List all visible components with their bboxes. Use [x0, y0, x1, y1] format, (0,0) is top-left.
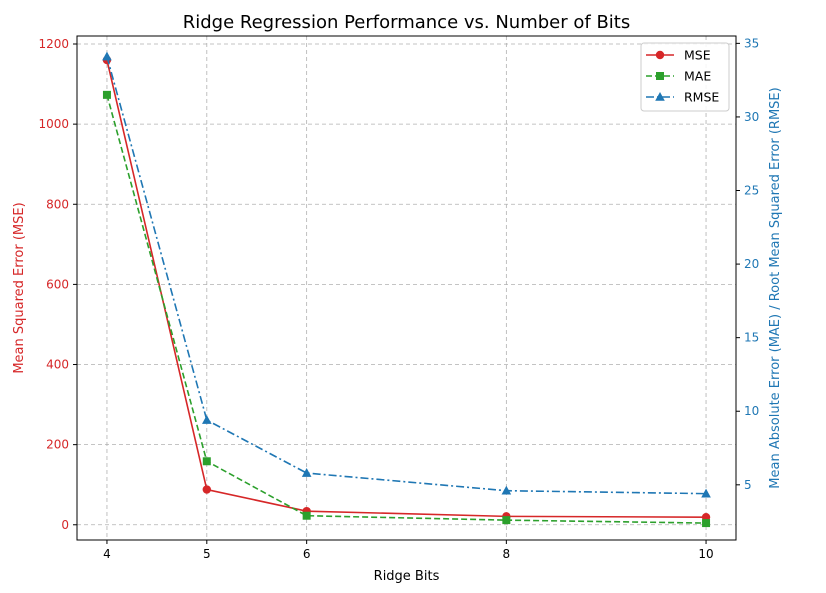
y-left-tick-label: 1000: [38, 117, 69, 131]
data-point-mae: [302, 511, 311, 520]
grid: [77, 36, 736, 540]
y-left-tick-label: 0: [61, 518, 69, 532]
data-point-mae: [202, 457, 211, 466]
series-rmse: [102, 51, 711, 498]
data-point-rmse: [501, 485, 512, 495]
legend-label: RMSE: [684, 90, 719, 105]
legend-label: MSE: [684, 48, 711, 63]
legend-marker: [655, 92, 665, 101]
y-axis-right-label: Mean Absolute Error (MAE) / Root Mean Sq…: [768, 87, 783, 488]
y-left-tick-label: 800: [46, 197, 69, 211]
y-right-tick-label: 20: [744, 257, 759, 271]
plot-frame: [76, 35, 737, 541]
y-right-tick-label: 5: [744, 478, 752, 492]
legend: MSE MAE RMSE: [640, 42, 730, 112]
series-line-rmse: [106, 56, 707, 495]
legend-box: [640, 42, 730, 112]
legend-marker: [655, 50, 665, 60]
x-tick-label: 5: [203, 547, 211, 561]
data-point-mse: [202, 485, 212, 494]
y-left-tick-label: 400: [46, 358, 69, 372]
y-right-tick-label: 15: [744, 331, 759, 345]
data-point-rmse: [102, 51, 112, 61]
data-point-mae: [702, 519, 711, 528]
legend-label: MAE: [684, 69, 711, 84]
legend-item-mae: MAE: [646, 69, 711, 84]
y-axis-left: 0 200 400 600 800 1000 1200: [38, 37, 77, 532]
series-mse: [102, 55, 711, 522]
legend-item-rmse: RMSE: [646, 90, 719, 105]
x-axis: 4 5 6 8 10: [103, 540, 714, 561]
y-right-tick-label: 30: [744, 110, 759, 124]
series-mae: [102, 90, 711, 528]
y-left-tick-label: 1200: [38, 37, 69, 51]
y-left-tick-label: 200: [46, 438, 69, 452]
y-axis-right: 5 10 15 20 25 30 35: [736, 36, 759, 492]
legend-marker: [656, 72, 664, 80]
y-right-tick-label: 35: [744, 36, 759, 50]
chart-title: Ridge Regression Performance vs. Number …: [183, 12, 630, 33]
x-axis-label: Ridge Bits: [374, 569, 440, 584]
y-left-tick-label: 600: [46, 277, 69, 291]
x-tick-label: 6: [303, 547, 311, 561]
data-point-mae: [502, 516, 511, 525]
data-point-rmse: [202, 415, 212, 424]
y-right-tick-label: 10: [744, 404, 759, 418]
data-point-rmse: [301, 468, 312, 477]
y-right-tick-label: 25: [744, 184, 759, 198]
data-point-rmse: [701, 488, 711, 498]
series-line-mse: [106, 59, 707, 518]
data-point-mae: [102, 90, 111, 99]
x-tick-label: 10: [698, 547, 713, 561]
series-layer: [102, 51, 711, 528]
legend-item-mse: MSE: [646, 48, 711, 63]
x-tick-label: 8: [503, 547, 511, 561]
series-line-mae: [106, 94, 707, 524]
y-axis-left-label: Mean Squared Error (MSE): [12, 202, 27, 373]
x-tick-label: 4: [103, 547, 111, 561]
